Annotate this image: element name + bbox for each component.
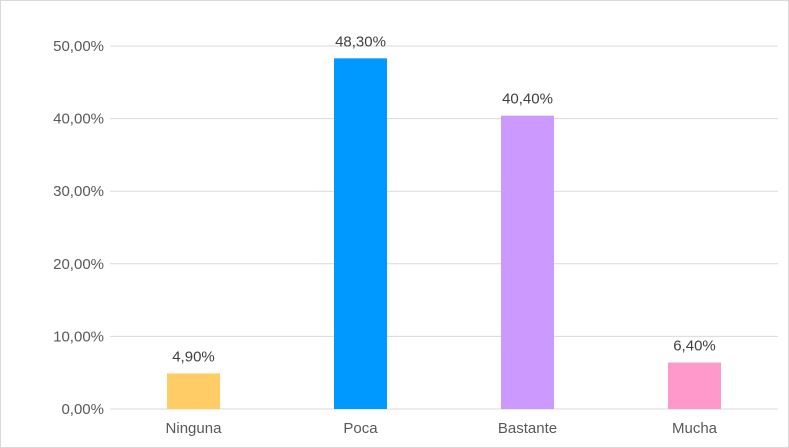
- x-tick-label-poca: Poca: [343, 420, 378, 437]
- bars: [167, 58, 721, 410]
- y-axis-ticks: 0,00% 10,00% 20,00% 30,00% 40,00% 50,00%: [53, 38, 104, 418]
- y-tick-label: 10,00%: [53, 328, 104, 345]
- y-tick-label: 40,00%: [53, 111, 104, 128]
- x-tick-label-bastante: Bastante: [498, 420, 557, 437]
- data-label-ninguna: 4,90%: [172, 348, 215, 365]
- data-label-bastante: 40,40%: [502, 91, 553, 108]
- x-tick-label-ninguna: Ninguna: [166, 420, 223, 437]
- data-label-poca: 48,30%: [335, 33, 386, 50]
- data-labels: 4,90% 48,30% 40,40% 6,40%: [172, 33, 716, 365]
- y-tick-label: 20,00%: [53, 256, 104, 273]
- x-axis-ticks: Ninguna Poca Bastante Mucha: [166, 420, 718, 437]
- bar-bastante: [501, 115, 554, 410]
- y-tick-label: 0,00%: [61, 401, 104, 418]
- bar-ninguna: [167, 373, 220, 409]
- gridlines: [110, 45, 778, 410]
- bar-poca: [334, 58, 387, 409]
- x-tick-label-mucha: Mucha: [672, 420, 718, 437]
- data-label-mucha: 6,40%: [673, 338, 716, 355]
- y-tick-label: 50,00%: [53, 38, 104, 55]
- bar-mucha: [668, 362, 721, 409]
- y-tick-label: 30,00%: [53, 183, 104, 200]
